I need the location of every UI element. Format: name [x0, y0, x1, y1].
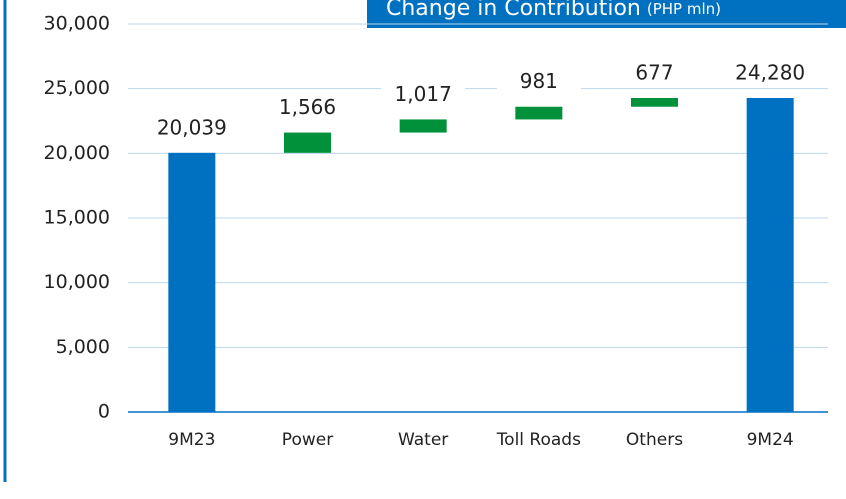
value-label-bg: [381, 81, 466, 110]
value-label: 981: [520, 69, 558, 93]
chart-title: Change in Contribution (PHP mln): [386, 0, 721, 21]
value-label: 677: [635, 60, 673, 84]
value-label: 1,017: [395, 82, 452, 106]
title-text: Change in Contribution: [386, 0, 641, 21]
y-tick-label: 25,000: [44, 77, 110, 99]
y-tick-label: 20,000: [44, 142, 110, 164]
value-label-bg: [265, 94, 350, 123]
value-label-bg: [728, 59, 813, 88]
x-tick-label: Power: [282, 430, 333, 450]
bar: [515, 106, 563, 120]
y-tick-label: 15,000: [44, 207, 110, 229]
y-tick-label: 5,000: [56, 336, 110, 358]
value-label: 20,039: [157, 115, 227, 139]
bar: [631, 97, 678, 107]
x-tick-label: Water: [398, 430, 448, 450]
value-label: 1,566: [279, 95, 336, 119]
y-tick-label: 30,000: [44, 13, 110, 35]
x-tick-label: 9M24: [747, 430, 794, 450]
x-tick-label: 9M23: [168, 430, 215, 450]
value-label: 24,280: [735, 60, 805, 84]
x-tick-label: Toll Roads: [496, 430, 581, 450]
y-tick-label: 0: [98, 401, 110, 423]
bar: [746, 97, 794, 412]
value-label-bg: [496, 68, 581, 97]
title-unit: (PHP mln): [647, 0, 721, 18]
bar: [284, 132, 331, 153]
title-box: [367, 0, 846, 28]
bar: [399, 119, 447, 133]
x-tick-label: Others: [626, 430, 683, 450]
y-tick-label: 10,000: [44, 271, 110, 293]
bar: [168, 152, 216, 413]
value-label-bg: [149, 114, 234, 143]
value-label-bg: [612, 59, 697, 88]
